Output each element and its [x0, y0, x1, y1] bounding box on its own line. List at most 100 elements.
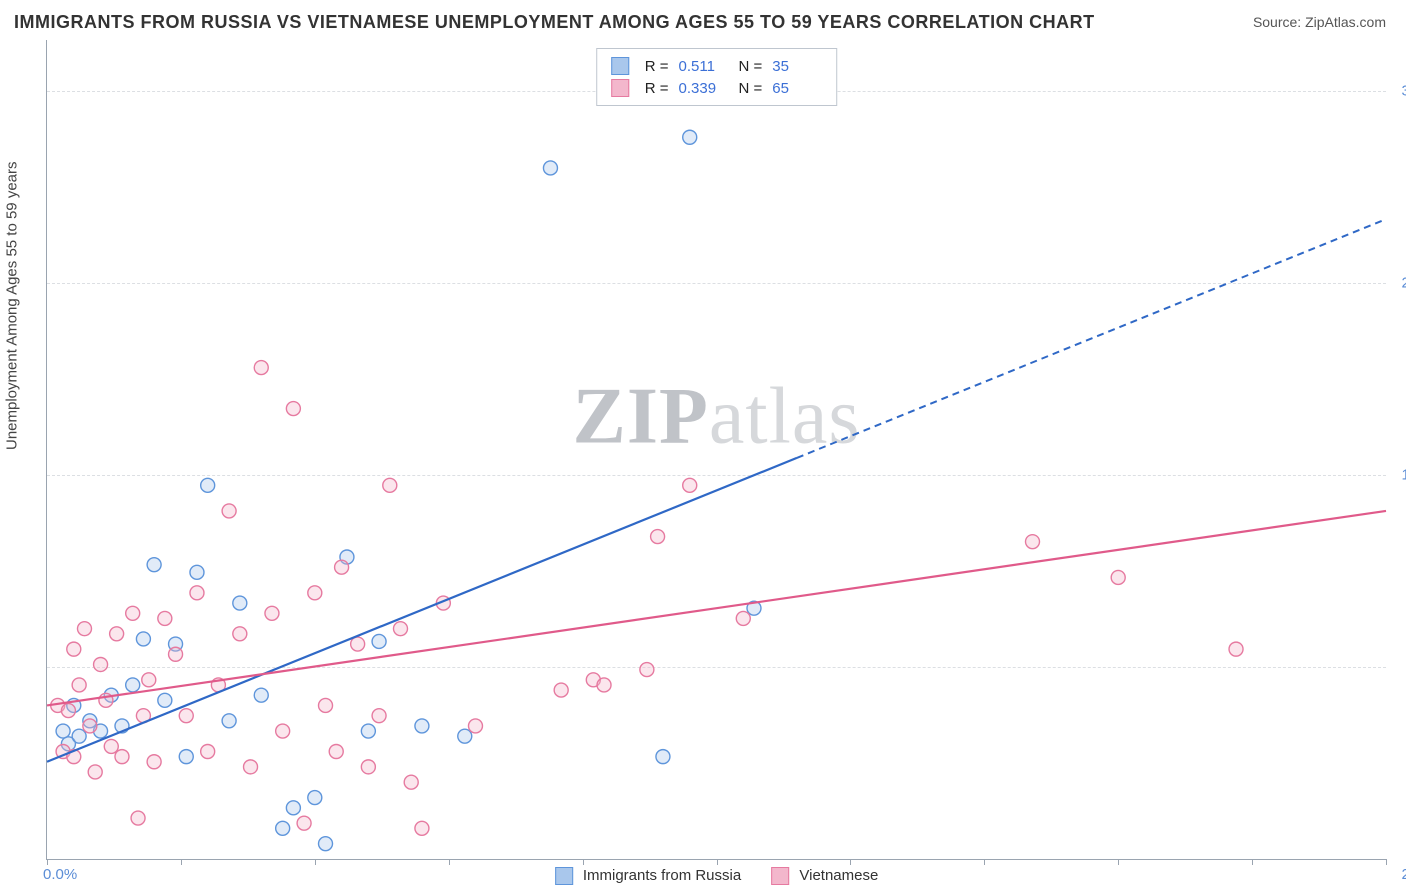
data-point — [265, 606, 279, 620]
x-tick — [1118, 859, 1119, 865]
data-point — [683, 478, 697, 492]
data-point — [554, 683, 568, 697]
trend-line-extrapolated — [797, 219, 1386, 458]
plot-area: ZIPatlas 7.5%15.0%22.5%30.0% R = 0.511 N… — [46, 40, 1386, 860]
data-point — [1026, 535, 1040, 549]
data-point — [67, 642, 81, 656]
legend-swatch-1 — [555, 867, 573, 885]
x-tick — [449, 859, 450, 865]
data-point — [656, 750, 670, 764]
trend-line — [47, 511, 1386, 706]
x-tick — [850, 859, 851, 865]
x-axis-min-label: 0.0% — [43, 866, 77, 883]
data-point — [319, 837, 333, 851]
chart-container: IMMIGRANTS FROM RUSSIA VS VIETNAMESE UNE… — [0, 0, 1406, 892]
data-point — [335, 560, 349, 574]
data-point — [190, 565, 204, 579]
stats-row-series-1: R = 0.511 N = 35 — [611, 55, 823, 77]
y-tick-label: 22.5% — [1401, 275, 1406, 292]
swatch-series-1 — [611, 57, 629, 75]
legend-item-1: Immigrants from Russia — [555, 867, 742, 885]
data-point — [147, 558, 161, 572]
x-tick — [1386, 859, 1387, 865]
data-point — [319, 698, 333, 712]
data-point — [72, 729, 86, 743]
data-point — [158, 693, 172, 707]
x-tick — [1252, 859, 1253, 865]
x-tick — [315, 859, 316, 865]
data-point — [110, 627, 124, 641]
data-point — [458, 729, 472, 743]
data-point — [126, 606, 140, 620]
data-point — [308, 586, 322, 600]
data-point — [254, 688, 268, 702]
data-point — [640, 663, 654, 677]
swatch-series-2 — [611, 79, 629, 97]
x-tick — [984, 859, 985, 865]
data-point — [276, 724, 290, 738]
data-point — [88, 765, 102, 779]
data-point — [233, 596, 247, 610]
data-point — [1111, 570, 1125, 584]
data-point — [83, 719, 97, 733]
data-point — [361, 724, 375, 738]
x-tick — [583, 859, 584, 865]
data-point — [372, 709, 386, 723]
data-point — [351, 637, 365, 651]
y-tick-label: 15.0% — [1401, 467, 1406, 484]
data-point — [308, 791, 322, 805]
data-point — [415, 719, 429, 733]
x-axis-max-label: 25.0% — [1401, 866, 1406, 883]
data-point — [201, 478, 215, 492]
data-point — [115, 750, 129, 764]
data-point — [94, 657, 108, 671]
data-point — [286, 801, 300, 815]
source-attribution: Source: ZipAtlas.com — [1253, 14, 1386, 30]
legend-swatch-2 — [771, 867, 789, 885]
data-point — [415, 821, 429, 835]
data-point — [683, 130, 697, 144]
data-point — [372, 634, 386, 648]
stats-row-series-2: R = 0.339 N = 65 — [611, 77, 823, 99]
data-point — [147, 755, 161, 769]
data-point — [190, 586, 204, 600]
x-tick — [717, 859, 718, 865]
data-point — [393, 622, 407, 636]
data-point — [142, 673, 156, 687]
data-point — [1229, 642, 1243, 656]
data-point — [179, 750, 193, 764]
data-point — [126, 678, 140, 692]
data-point — [468, 719, 482, 733]
data-point — [222, 714, 236, 728]
bottom-legend: Immigrants from Russia Vietnamese — [555, 867, 879, 885]
data-point — [651, 530, 665, 544]
correlation-stats-box: R = 0.511 N = 35 R = 0.339 N = 65 — [596, 48, 838, 106]
data-point — [404, 775, 418, 789]
data-point — [597, 678, 611, 692]
y-axis-label: Unemployment Among Ages 55 to 59 years — [4, 161, 21, 450]
data-point — [383, 478, 397, 492]
data-point — [104, 739, 118, 753]
data-point — [297, 816, 311, 830]
data-point — [736, 611, 750, 625]
data-point — [72, 678, 86, 692]
data-point — [61, 704, 75, 718]
data-point — [276, 821, 290, 835]
data-point — [244, 760, 258, 774]
data-point — [169, 647, 183, 661]
data-point — [131, 811, 145, 825]
scatter-svg — [47, 40, 1386, 859]
data-point — [56, 724, 70, 738]
data-point — [158, 611, 172, 625]
data-point — [329, 745, 343, 759]
trend-line — [47, 458, 797, 762]
x-tick — [181, 859, 182, 865]
data-point — [286, 402, 300, 416]
data-point — [136, 632, 150, 646]
data-point — [201, 745, 215, 759]
data-point — [543, 161, 557, 175]
data-point — [233, 627, 247, 641]
data-point — [254, 361, 268, 375]
data-point — [77, 622, 91, 636]
chart-title: IMMIGRANTS FROM RUSSIA VS VIETNAMESE UNE… — [14, 12, 1095, 33]
